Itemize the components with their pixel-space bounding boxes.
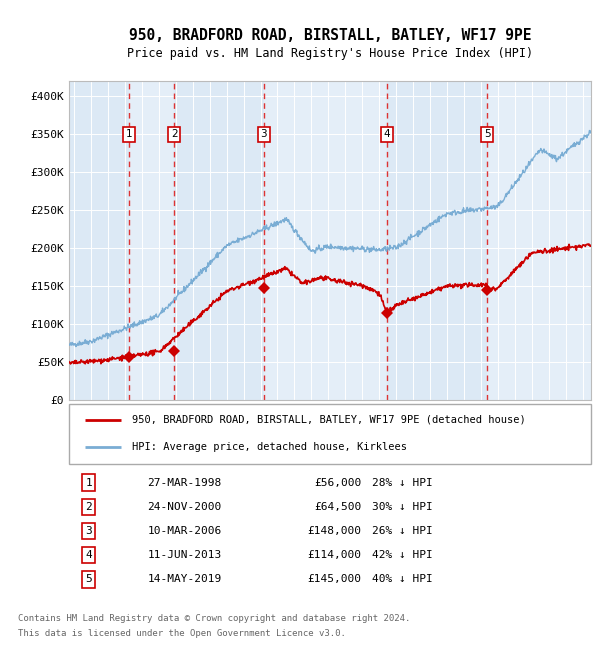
Text: £145,000: £145,000 xyxy=(307,575,361,584)
Text: 4: 4 xyxy=(383,129,390,139)
FancyBboxPatch shape xyxy=(69,404,591,463)
Text: 5: 5 xyxy=(85,575,92,584)
Text: 28% ↓ HPI: 28% ↓ HPI xyxy=(372,478,433,488)
Text: 2: 2 xyxy=(171,129,178,139)
Text: 1: 1 xyxy=(85,478,92,488)
Text: 11-JUN-2013: 11-JUN-2013 xyxy=(148,550,221,560)
Text: This data is licensed under the Open Government Licence v3.0.: This data is licensed under the Open Gov… xyxy=(18,629,346,638)
Text: 26% ↓ HPI: 26% ↓ HPI xyxy=(372,526,433,536)
Text: 2: 2 xyxy=(85,502,92,512)
Text: 27-MAR-1998: 27-MAR-1998 xyxy=(148,478,221,488)
Bar xyxy=(487,81,591,400)
Text: 14-MAY-2019: 14-MAY-2019 xyxy=(148,575,221,584)
Text: 4: 4 xyxy=(85,550,92,560)
Text: 24-NOV-2000: 24-NOV-2000 xyxy=(148,502,221,512)
Bar xyxy=(264,81,386,400)
Text: £56,000: £56,000 xyxy=(314,478,361,488)
Text: £114,000: £114,000 xyxy=(307,550,361,560)
Text: 3: 3 xyxy=(260,129,267,139)
Text: 950, BRADFORD ROAD, BIRSTALL, BATLEY, WF17 9PE: 950, BRADFORD ROAD, BIRSTALL, BATLEY, WF… xyxy=(129,28,531,44)
Text: 40% ↓ HPI: 40% ↓ HPI xyxy=(372,575,433,584)
Bar xyxy=(69,81,129,400)
Text: 5: 5 xyxy=(484,129,490,139)
Text: £64,500: £64,500 xyxy=(314,502,361,512)
Text: HPI: Average price, detached house, Kirklees: HPI: Average price, detached house, Kirk… xyxy=(131,443,407,452)
Text: £148,000: £148,000 xyxy=(307,526,361,536)
Text: Contains HM Land Registry data © Crown copyright and database right 2024.: Contains HM Land Registry data © Crown c… xyxy=(18,614,410,623)
Text: 30% ↓ HPI: 30% ↓ HPI xyxy=(372,502,433,512)
Bar xyxy=(174,81,264,400)
Text: 3: 3 xyxy=(85,526,92,536)
Text: 950, BRADFORD ROAD, BIRSTALL, BATLEY, WF17 9PE (detached house): 950, BRADFORD ROAD, BIRSTALL, BATLEY, WF… xyxy=(131,415,526,424)
Bar xyxy=(129,81,174,400)
Text: Price paid vs. HM Land Registry's House Price Index (HPI): Price paid vs. HM Land Registry's House … xyxy=(127,47,533,60)
Text: 1: 1 xyxy=(125,129,132,139)
Bar xyxy=(386,81,487,400)
Text: 42% ↓ HPI: 42% ↓ HPI xyxy=(372,550,433,560)
Text: 10-MAR-2006: 10-MAR-2006 xyxy=(148,526,221,536)
